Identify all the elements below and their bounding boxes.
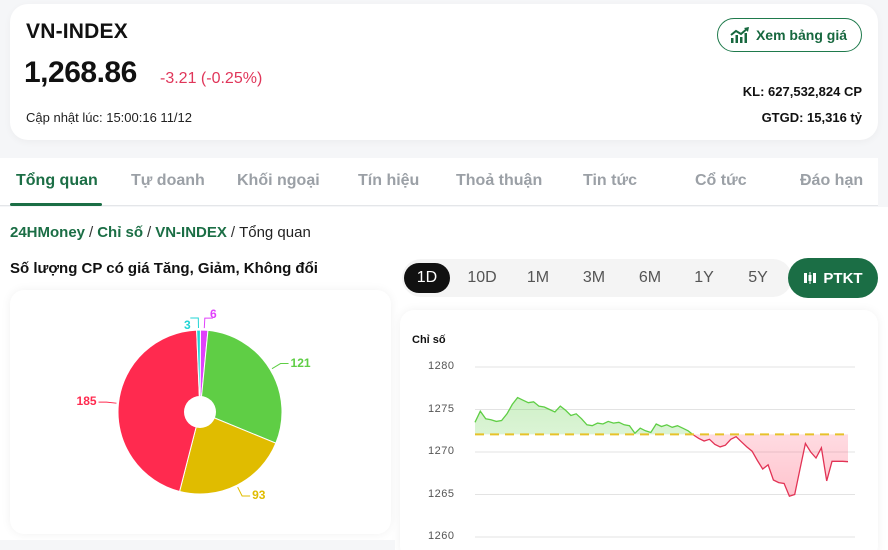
index-price: 1,268.86	[24, 56, 137, 89]
active-tab-indicator	[10, 203, 102, 206]
view-price-board-label: Xem bảng giá	[755, 27, 847, 43]
pie-label-unchanged: 93	[252, 488, 266, 503]
y-tick-label: 1275	[428, 403, 455, 415]
pie-slice[interactable]	[199, 329, 283, 444]
pie-slice[interactable]	[178, 411, 277, 495]
candlestick-icon	[804, 272, 817, 284]
advance-decline-pie-card: 6 121 93 185 3	[10, 290, 391, 534]
y-tick-label: 1265	[428, 488, 455, 500]
range-3m-button[interactable]: 3M	[582, 269, 606, 286]
tab-proprietary[interactable]: Tự doanh	[131, 172, 205, 189]
index-name: VN-INDEX	[26, 20, 128, 43]
tab-maturity[interactable]: Đáo hạn	[800, 172, 864, 189]
pie-label-ceiling: 6	[210, 307, 217, 321]
index-header-card: VN-INDEX 1,268.86 -3.21 (-0.25%) Cập nhậ…	[10, 4, 878, 140]
range-1d-button[interactable]: 1D	[404, 263, 450, 293]
pie-slice[interactable]	[196, 329, 201, 413]
tab-bar: Tổng quan Tự doanh Khối ngoại Tín hiệu T…	[0, 158, 878, 206]
trading-volume: KL: 627,532,824 CP	[742, 84, 862, 99]
chart-y-title: Chỉ số	[412, 334, 446, 346]
index-line-chart-card: Chỉ số 1280 1275 1270 1265 1260	[400, 310, 878, 550]
breadcrumb-separator: /	[230, 224, 236, 241]
technical-analysis-button[interactable]: PTKT	[788, 258, 878, 298]
breadcrumb-home[interactable]: 24HMoney	[10, 224, 86, 241]
range-1m-button[interactable]: 1M	[526, 269, 550, 286]
tab-news[interactable]: Tin tức	[583, 172, 637, 189]
y-tick-label: 1270	[428, 445, 455, 457]
view-price-board-button[interactable]: Xem bảng giá	[716, 18, 862, 52]
y-tick-label: 1260	[428, 530, 455, 542]
breadcrumb-separator: /	[89, 224, 94, 241]
breadcrumb: 24HMoney / Chỉ số / VN-INDEX / Tổng quan	[10, 224, 311, 241]
tab-overview[interactable]: Tổng quan	[16, 172, 98, 189]
advance-decline-pie-chart	[98, 317, 289, 497]
tab-signals[interactable]: Tín hiệu	[358, 172, 420, 189]
tab-negotiated[interactable]: Thoả thuận	[456, 172, 543, 189]
time-range-selector: 1D 10D 1M 3M 6M 1Y 5Y	[402, 259, 792, 297]
section-title: Số lượng CP có giá Tăng, Giảm, Không đổi	[10, 260, 318, 277]
range-10d-button[interactable]: 10D	[467, 269, 497, 286]
pie-label-down: 185	[76, 394, 97, 409]
range-5y-button[interactable]: 5Y	[748, 269, 768, 286]
breadcrumb-current: Tổng quan	[239, 224, 311, 241]
breadcrumb-separator: /	[147, 224, 152, 241]
pie-center-hole	[184, 396, 216, 428]
tab-foreign[interactable]: Khối ngoại	[237, 172, 320, 189]
pie-slice[interactable]	[117, 329, 201, 493]
technical-analysis-label: PTKT	[823, 269, 863, 287]
range-6m-button[interactable]: 6M	[638, 269, 662, 286]
index-change: -3.21 (-0.25%)	[160, 70, 263, 87]
breadcrumb-indices[interactable]: Chỉ số	[97, 224, 144, 241]
pie-label-floor: 3	[184, 318, 191, 332]
y-tick-label: 1280	[428, 360, 455, 372]
tab-dividend[interactable]: Cổ tức	[695, 172, 747, 189]
next-section-peek	[0, 540, 395, 550]
trading-value: GTGD: 15,316 tỷ	[761, 110, 862, 125]
range-1y-button[interactable]: 1Y	[694, 269, 714, 286]
chart-growth-icon	[730, 27, 749, 43]
update-time: Cập nhật lúc: 15:00:16 11/12	[26, 110, 192, 125]
breadcrumb-vnindex[interactable]: VN-INDEX	[155, 224, 227, 241]
pie-label-up: 121	[290, 355, 311, 370]
index-line-chart	[474, 366, 855, 538]
